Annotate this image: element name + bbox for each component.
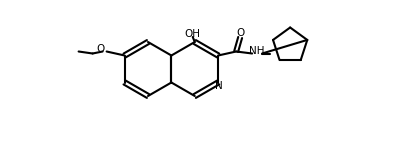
Text: O: O [236, 27, 244, 38]
Text: OH: OH [185, 29, 201, 39]
Text: N: N [215, 81, 223, 91]
Text: O: O [96, 45, 105, 55]
Text: NH: NH [249, 47, 265, 57]
